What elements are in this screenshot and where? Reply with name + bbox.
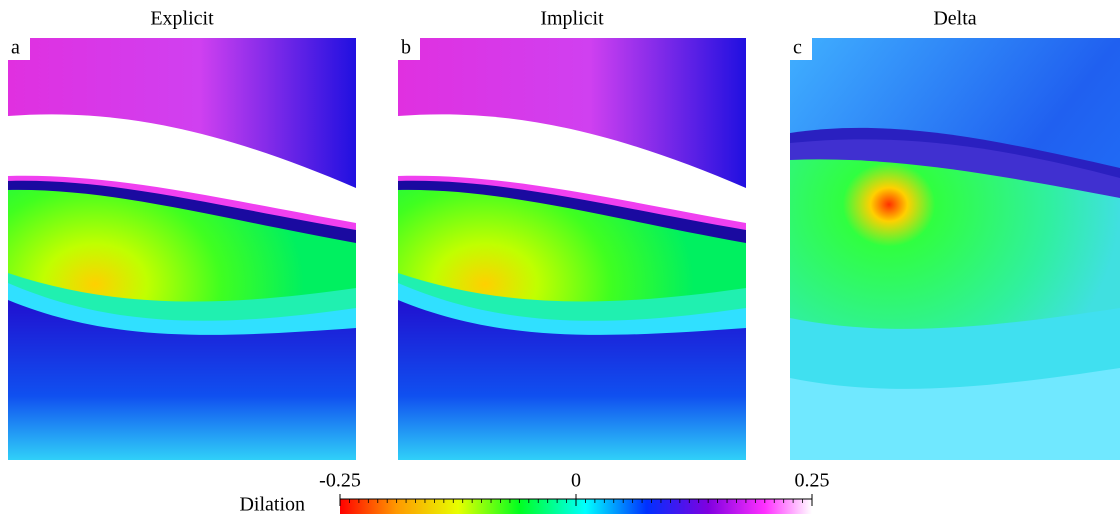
panel: b (398, 37, 746, 460)
panel: c (790, 37, 1120, 460)
panel-letter: b (401, 37, 411, 59)
panel-title: Explicit (150, 8, 214, 30)
heatmap (8, 38, 356, 460)
panel: a (8, 37, 356, 460)
panel-letter: a (11, 37, 20, 59)
panel-title: Delta (933, 8, 976, 30)
letter-bg (398, 38, 420, 60)
letter-bg (790, 38, 812, 60)
colorbar-label: Dilation (239, 494, 305, 516)
heatmap (790, 38, 1120, 460)
heatmap-region (8, 300, 356, 460)
letter-bg (8, 38, 30, 60)
panels: a Explicit b Implicit c Delta (8, 8, 1120, 460)
heatmap (398, 38, 746, 460)
panel-letter: c (793, 37, 802, 59)
heatmap-region (790, 368, 1120, 460)
colorbar-tick-label: 0 (571, 470, 581, 492)
colorbar-gradient (340, 499, 812, 514)
panel-title: Implicit (540, 8, 604, 30)
colorbar-tick-label: 0.25 (795, 470, 830, 492)
heatmap-region (398, 300, 746, 460)
colorbar-tick-label: -0.25 (319, 470, 361, 492)
colorbar: Dilation -0.25 0 0.25 (239, 470, 829, 516)
